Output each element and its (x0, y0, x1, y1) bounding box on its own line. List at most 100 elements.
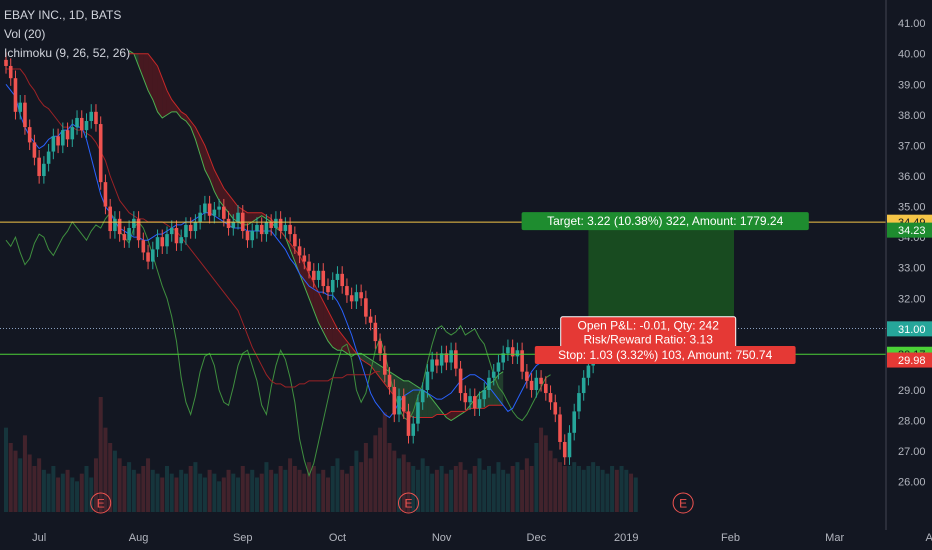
open-pl-annotation: Risk/Reward Ratio: 3.13 (584, 333, 714, 347)
volume-bar (430, 473, 435, 512)
volume-bar (212, 473, 217, 512)
candle-body (529, 380, 534, 391)
ichimoku-cloud-segment (375, 362, 381, 378)
candle-body (212, 209, 217, 216)
volume-bar (321, 469, 326, 512)
target-annotation-box[interactable] (521, 212, 809, 231)
ichimoku-span-b-line (129, 53, 504, 419)
ichimoku-cloud-segment (290, 243, 295, 262)
volume-bar (501, 469, 506, 512)
x-tick-label: Mar (825, 532, 844, 544)
x-tick-label: Aug (129, 532, 149, 544)
volume-bar (524, 458, 529, 512)
candle-body (501, 353, 505, 363)
volume-bar (103, 427, 108, 512)
candle-body (577, 393, 581, 412)
candle-body (383, 353, 387, 375)
candle-body (406, 411, 411, 436)
volume-bar (344, 473, 349, 512)
ichimoku-indicator-label[interactable]: Ichimoku (9, 26, 52, 26) (4, 46, 131, 60)
ichimoku-cloud-segment (204, 145, 210, 180)
volume-bar (359, 462, 364, 512)
candle-body (359, 292, 363, 299)
volume-bar (131, 469, 136, 512)
y-tick-label: 33.00 (898, 263, 926, 275)
volume-bar (453, 466, 458, 512)
candle-body (553, 402, 558, 415)
candle-body (122, 234, 127, 241)
earnings-marker[interactable] (397, 492, 419, 514)
volume-bar (567, 466, 572, 512)
candle-body (278, 218, 283, 232)
candle-body (184, 224, 188, 238)
candle-body (373, 322, 378, 342)
earnings-marker[interactable] (672, 492, 694, 514)
ichimoku-cloud-segment (408, 380, 414, 418)
volume-bar (463, 469, 468, 512)
candle-body (42, 163, 46, 177)
volume-bar (127, 462, 132, 512)
ichimoku-cloud-segment (252, 212, 257, 222)
stop-annotation-box[interactable] (534, 346, 796, 365)
candle-body (293, 234, 297, 247)
target-annotation: Target: 3.22 (10.38%) 322, Amount: 1779.… (547, 214, 783, 228)
y-tick-label: 37.00 (898, 140, 926, 152)
x-tick-label: 2019 (614, 532, 638, 544)
ichimoku-cloud-segment (209, 157, 215, 192)
ichimoku-cloud-segment (309, 273, 314, 311)
volume-bar (406, 462, 411, 512)
volume-bar (539, 427, 544, 512)
candle-body (150, 249, 155, 262)
volume-bar (259, 473, 264, 512)
volume-bar (22, 435, 27, 512)
entry-high-price-tag: 34.23 (898, 225, 926, 237)
symbol-title[interactable]: EBAY INC., 1D, BATS (4, 8, 122, 22)
candle-body (179, 237, 183, 244)
candle-body (94, 111, 98, 125)
volume-bar (458, 462, 463, 512)
candle-body (454, 350, 458, 369)
candle-body (368, 316, 373, 323)
candle-body (364, 298, 368, 317)
candle-body (567, 432, 572, 458)
candle-body (269, 221, 273, 228)
ichimoku-cloud-segment (256, 212, 262, 219)
candle-body (496, 362, 501, 372)
volume-bar (415, 469, 420, 512)
volume-bar (231, 473, 236, 512)
candle-body (430, 359, 434, 372)
volume-bar (18, 458, 23, 512)
y-tick-label: 35.00 (898, 202, 926, 214)
volume-bar (226, 469, 231, 512)
candle-body (297, 246, 302, 256)
candle-body (539, 377, 543, 384)
x-tick-label: Apr (926, 532, 932, 544)
candle-body (231, 221, 236, 228)
ichimoku-cloud-segment (498, 371, 504, 406)
ichimoku-cloud-segment (152, 59, 158, 112)
volume-bar (330, 466, 335, 512)
candle-body (174, 227, 179, 244)
candle-body (198, 212, 202, 222)
candle-body (264, 221, 269, 235)
volume-indicator-label[interactable]: Vol (20) (4, 27, 46, 41)
ichimoku-cloud-segment (446, 411, 452, 421)
volume-bar (108, 443, 113, 512)
candle-body (515, 350, 520, 357)
ichimoku-cloud-segment (342, 334, 347, 354)
volume-bar (278, 466, 283, 512)
candle-body (487, 377, 491, 391)
ichimoku-cloud-segment (427, 393, 433, 418)
candle-body (326, 286, 330, 293)
candle-body (193, 221, 198, 232)
candle-body (548, 393, 553, 403)
candle-body (46, 151, 51, 164)
candle-body (8, 65, 13, 79)
candle-body (13, 78, 18, 112)
earnings-marker[interactable] (90, 492, 112, 514)
candle-body (411, 423, 416, 436)
candle-body (79, 117, 84, 131)
volume-bar (202, 477, 207, 512)
volume-bar (198, 473, 203, 512)
